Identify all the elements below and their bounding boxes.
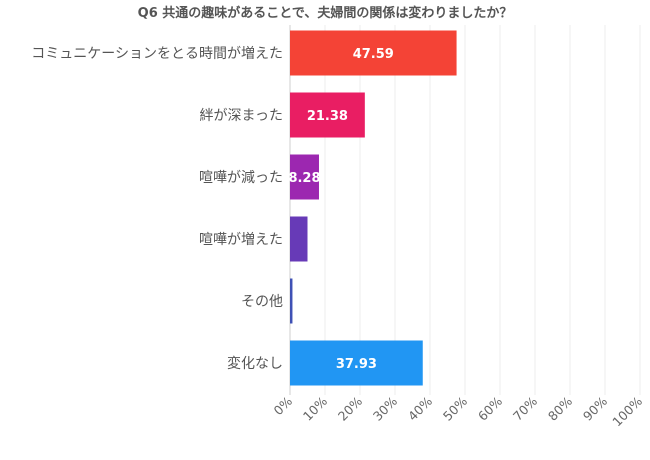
x-tick-label: 70% [510, 393, 540, 423]
bar [290, 278, 293, 324]
x-tick-label: 40% [405, 393, 435, 423]
category-labels: コミュニケーションをとる時間が増えた絆が深まった喧嘩が減った喧嘩が増えたその他変… [31, 46, 283, 372]
chart-title: Q6 共通の趣味があることで、夫婦間の関係は変わりましたか？ [138, 5, 513, 21]
category-label: 喧嘩が増えた [199, 232, 283, 248]
data-label: 21.38 [307, 109, 348, 124]
bar [290, 154, 319, 200]
x-tick-label: 90% [580, 393, 610, 423]
bars: 47.59 21.38 8.28 37.93 [288, 30, 457, 386]
x-tick-label: 80% [545, 393, 575, 423]
bar [290, 30, 457, 76]
x-tick-label: 100% [609, 393, 645, 429]
grid-lines [289, 25, 641, 395]
x-tick-label: 50% [440, 393, 470, 423]
data-label: 8.28 [288, 171, 320, 186]
category-label: 変化なし [227, 355, 283, 372]
category-label: コミュニケーションをとる時間が増えた [31, 46, 283, 62]
data-label: 37.93 [336, 357, 377, 372]
x-tick-label: 30% [370, 393, 400, 423]
category-label: 絆が深まった [200, 108, 283, 124]
bar [290, 216, 308, 262]
data-label: 47.59 [353, 47, 394, 62]
bar [290, 340, 423, 386]
x-tick-label: 60% [475, 393, 505, 423]
x-tick-label: 10% [300, 393, 330, 423]
x-tick-labels: 0% 10% 20% 30% 40% 50% 60% 70% 80% 90% 100% [270, 393, 645, 429]
bar [290, 92, 365, 138]
x-tick-label: 20% [335, 393, 365, 423]
category-label: その他 [241, 294, 283, 310]
category-label: 喧嘩が減った [199, 169, 283, 186]
x-tick-label: 0% [270, 393, 295, 418]
